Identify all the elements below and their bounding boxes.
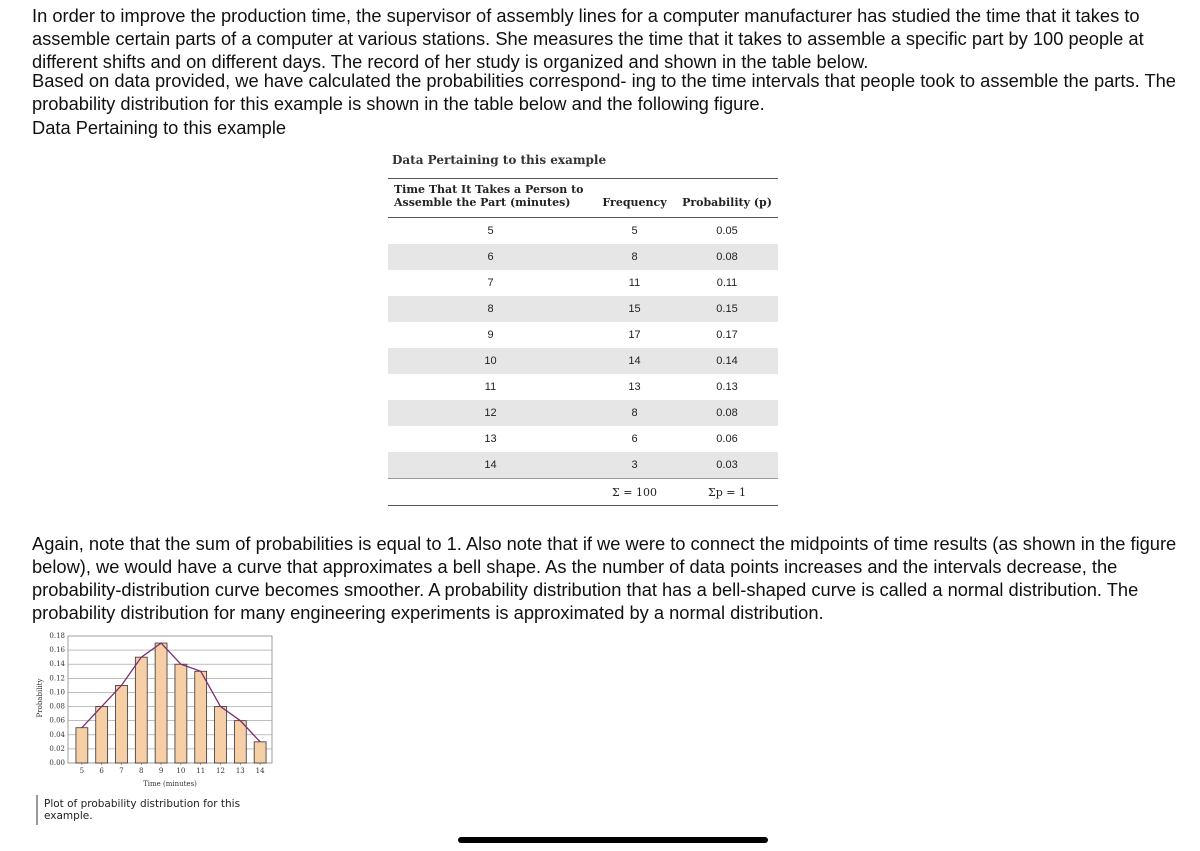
table-cell: 14 <box>593 348 676 374</box>
x-tick-label: 11 <box>196 767 205 775</box>
table-cell: 10 <box>388 348 593 374</box>
table-row: 9 17 0.17 <box>388 322 778 348</box>
table-cell: 15 <box>593 296 676 322</box>
header-cell: Frequency <box>593 178 676 218</box>
bar <box>174 663 188 764</box>
paragraph: Based on data provided, we have calculat… <box>32 70 1176 114</box>
y-tick-label: 0.02 <box>49 745 65 753</box>
table-row: 8 15 0.15 <box>388 296 778 322</box>
table-cell: 0.14 <box>676 348 778 374</box>
home-indicator <box>458 837 768 843</box>
paragraph: Again, note that the sum of probabilitie… <box>32 533 1177 623</box>
x-tick-label: 13 <box>236 767 245 775</box>
table-row: 6 8 0.08 <box>388 244 778 270</box>
table-row: 12 8 0.08 <box>388 400 778 426</box>
x-tick-label: 14 <box>256 767 265 775</box>
table-cell: 11 <box>484 381 497 393</box>
y-tick-label: 0.06 <box>49 717 65 725</box>
bar <box>194 670 208 764</box>
y-tick-label: 0.12 <box>49 674 65 682</box>
table-cell: 14 <box>388 452 593 479</box>
bar <box>214 706 227 764</box>
table-cell: 8 <box>593 244 676 270</box>
table-cell <box>388 478 593 506</box>
table-cell: Σp = 1 <box>676 478 778 506</box>
table-cell: 13 <box>484 433 497 445</box>
x-tick-label: 12 <box>216 767 225 775</box>
table-cell: 8 <box>593 400 676 426</box>
y-tick-label: 0.10 <box>49 688 65 696</box>
y-tick-label: 0.14 <box>49 660 65 668</box>
table-cell: 5 <box>487 225 494 237</box>
table-cell: 5 <box>631 225 638 237</box>
bar <box>253 741 267 764</box>
header-row: Time That It Takes a Person to Assemble … <box>388 178 778 218</box>
x-tick-label: 7 <box>119 767 123 775</box>
x-tick-label: 6 <box>99 767 104 775</box>
x-tick-label: 10 <box>176 767 185 775</box>
table-row: 10 14 0.14 <box>388 348 778 374</box>
table-cell: 12 <box>388 400 593 426</box>
table-caption: Data Pertaining to this example <box>392 153 607 167</box>
bar <box>233 720 247 764</box>
x-axis-label: Time (minutes) <box>143 780 197 788</box>
table-cell: 0.08 <box>676 244 778 270</box>
y-tick-label: 0.08 <box>49 703 65 711</box>
data-table: Time That It Takes a Person to Assemble … <box>388 178 778 506</box>
y-axis-label: Probability <box>36 679 44 718</box>
table-row: 11 13 0.13 <box>388 374 778 400</box>
bar <box>115 684 128 764</box>
table-row: 7 11 0.11 <box>388 270 778 296</box>
table-cell: Σ = 100 <box>593 478 676 506</box>
table-cell: 0.15 <box>676 296 778 322</box>
table-cell: 0.05 <box>716 225 738 237</box>
header-cell: Time That It Takes a Person to Assemble … <box>388 178 593 218</box>
table-row: 14 3 0.03 <box>388 452 778 479</box>
table-cell: 0.08 <box>676 400 778 426</box>
bar <box>154 642 168 764</box>
paragraph: Data Pertaining to this example <box>32 117 287 138</box>
bar <box>75 727 89 764</box>
x-tick-label: 8 <box>139 767 143 775</box>
bar <box>95 706 109 764</box>
table-cell: 8 <box>388 296 593 322</box>
table-cell: 6 <box>388 244 593 270</box>
bar <box>134 656 148 764</box>
table-cell: 13 <box>628 381 641 393</box>
x-tick-label: 9 <box>159 767 163 775</box>
y-tick-label: 0.04 <box>49 731 65 739</box>
chart: Probability Time (minutes) 0.00 0.02 0.04 0… <box>36 632 273 788</box>
table-cell: 17 <box>628 329 641 341</box>
x-tick-label: 5 <box>80 767 84 775</box>
total-row: Σ = 100 Σp = 1 <box>388 478 778 506</box>
figure-caption: Plot of probability distribution for thi… <box>36 795 290 825</box>
table-cell: 0.13 <box>716 381 738 393</box>
table-cell: 6 <box>631 433 638 445</box>
y-tick-label: 0.18 <box>49 632 65 640</box>
table-cell: 7 <box>487 277 494 289</box>
table-row: 13 6 0.06 <box>388 426 778 452</box>
header-cell: Probability (p) <box>676 178 778 218</box>
table-cell: 0.11 <box>716 277 738 289</box>
table-row: 5 5 0.05 <box>388 218 778 245</box>
table-cell: 0.17 <box>716 329 738 341</box>
table-cell: 0.06 <box>716 433 738 445</box>
table-cell: 11 <box>628 277 641 289</box>
table-cell: 3 <box>593 452 676 479</box>
table-cell: 9 <box>487 329 494 341</box>
paragraph: In order to improve the production time,… <box>32 5 1144 72</box>
table-cell: 0.03 <box>676 452 778 479</box>
midpoint-line <box>81 642 261 743</box>
y-tick-label: 0.00 <box>49 759 65 767</box>
y-tick-label: 0.16 <box>49 646 65 654</box>
